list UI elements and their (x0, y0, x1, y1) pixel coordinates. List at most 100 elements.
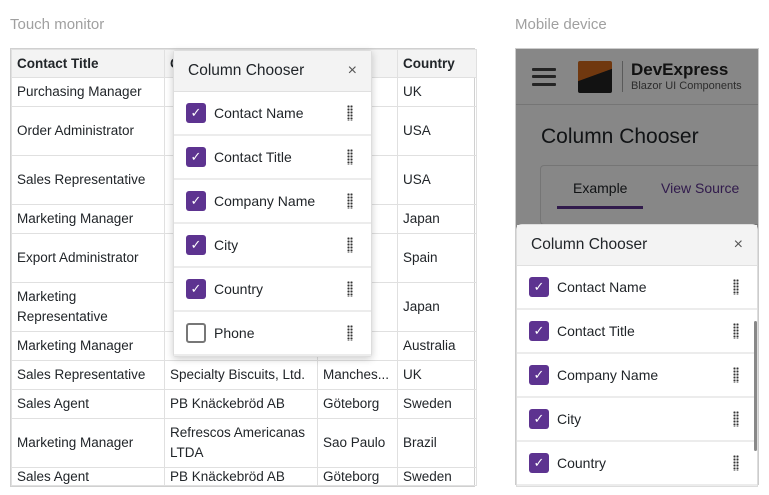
close-icon[interactable]: × (733, 236, 743, 253)
table-cell: Brazil (397, 418, 477, 468)
checkbox[interactable]: ✓ (186, 235, 206, 255)
hamburger-icon[interactable] (532, 67, 556, 86)
checkbox[interactable]: ✓ (186, 147, 206, 167)
checkbox[interactable]: ✓ (186, 279, 206, 299)
chooser-item[interactable]: ✓ Contact Title (517, 310, 757, 354)
drag-handle-icon[interactable] (733, 411, 739, 427)
page-title: Column Chooser (541, 125, 699, 148)
chooser-item[interactable]: ✓ Contact Name (517, 266, 757, 310)
chooser-header: Column Chooser × (174, 51, 371, 92)
checkbox[interactable] (186, 323, 206, 343)
col-header-contact-title[interactable]: Contact Title (11, 49, 165, 78)
table-cell: Specialty Biscuits, Ltd. (164, 360, 318, 390)
table-row[interactable]: Sales Agent PB Knäckebröd AB Göteborg Swede… (11, 467, 477, 486)
chooser-item[interactable]: ✓ Contact Title (174, 136, 371, 180)
brand-name: DevExpress (631, 60, 729, 79)
touch-caption: Touch monitor (10, 16, 105, 33)
table-cell: Göteborg (317, 389, 398, 419)
chooser-item[interactable]: ✓ City (174, 224, 371, 268)
chooser-item[interactable]: ✓ Company Name (174, 180, 371, 224)
table-cell: USA (397, 106, 477, 156)
tab-view-source[interactable]: View Source (661, 180, 740, 196)
drag-handle-icon[interactable] (733, 279, 739, 295)
table-row[interactable]: Sales Agent PB Knäckebröd AB Göteborg Swede… (11, 389, 477, 419)
chooser-item[interactable]: ✓ Country (174, 268, 371, 312)
brand-sub: Blazor UI Components (631, 80, 742, 92)
table-cell: Sales Agent (11, 467, 165, 486)
table-cell: Marketing Manager (11, 204, 165, 234)
table-cell: Refrescos Americanas LTDA (164, 418, 318, 468)
chooser-title: Column Chooser (531, 236, 648, 253)
chooser-header: Column Chooser × (517, 225, 757, 266)
tab-example[interactable]: Example (557, 180, 644, 209)
mobile-column-chooser: Column Chooser × ✓ Contact Name ✓ Contact Tit… (516, 224, 758, 487)
chooser-title: Column Chooser (188, 62, 305, 79)
column-chooser-popup: Column Chooser × ✓ Contact Name ✓ Contact Tit… (173, 50, 372, 357)
checkbox[interactable]: ✓ (186, 191, 206, 211)
chooser-item-label: Phone (214, 325, 255, 341)
table-cell: Marketing Representative (11, 282, 165, 332)
table-cell: Manches... (317, 360, 398, 390)
chooser-item[interactable]: ✓ Contact Name (174, 92, 371, 136)
table-cell: Marketing Manager (11, 331, 165, 361)
drag-handle-icon[interactable] (733, 455, 739, 471)
checkbox[interactable]: ✓ (529, 409, 549, 429)
table-cell: PB Knäckebröd AB (164, 389, 318, 419)
table-cell: Japan (397, 282, 477, 332)
chooser-item-label: Contact Name (214, 105, 304, 121)
table-cell: Sales Representative (11, 360, 165, 390)
table-row[interactable]: Sales Representative Specialty Biscuits, … (11, 360, 477, 390)
chooser-item-label: City (557, 411, 582, 427)
drag-handle-icon[interactable] (733, 323, 739, 339)
table-cell: Sales Representative (11, 155, 165, 205)
chooser-item[interactable]: ✓ Country (517, 442, 757, 486)
table-cell: Sao Paulo (317, 418, 398, 468)
brand: DevExpress Blazor UI Components (622, 61, 742, 92)
table-cell: Order Administrator (11, 106, 165, 156)
table-cell: Australia (397, 331, 477, 361)
chooser-item-label: Contact Title (557, 323, 635, 339)
table-cell: Japan (397, 204, 477, 234)
mobile-header: DevExpress Blazor UI Components (516, 49, 758, 105)
devexpress-logo (578, 60, 612, 93)
table-cell: Export Administrator (11, 233, 165, 283)
table-cell: Spain (397, 233, 477, 283)
col-header-country[interactable]: Country (397, 49, 477, 78)
chooser-item[interactable]: Phone (174, 312, 371, 356)
checkbox[interactable]: ✓ (186, 103, 206, 123)
table-cell: USA (397, 155, 477, 205)
drag-handle-icon[interactable] (347, 325, 353, 341)
drag-handle-icon[interactable] (347, 281, 353, 297)
chooser-item[interactable]: ✓ Company Name (517, 354, 757, 398)
drag-handle-icon[interactable] (347, 149, 353, 165)
checkbox[interactable]: ✓ (529, 453, 549, 473)
drag-handle-icon[interactable] (347, 237, 353, 253)
table-cell: Marketing Manager (11, 418, 165, 468)
table-cell: Sales Agent (11, 389, 165, 419)
drag-handle-icon[interactable] (347, 105, 353, 121)
table-cell: UK (397, 360, 477, 390)
mobile-frame: DevExpress Blazor UI Components Column Ch… (515, 48, 759, 487)
checkbox[interactable]: ✓ (529, 365, 549, 385)
chooser-item-label: Contact Title (214, 149, 292, 165)
chooser-item-label: Company Name (557, 367, 659, 383)
drag-handle-icon[interactable] (347, 193, 353, 209)
chooser-item[interactable]: ✓ City (517, 398, 757, 442)
table-cell: UK (397, 77, 477, 107)
drag-handle-icon[interactable] (733, 367, 739, 383)
close-icon[interactable]: × (347, 62, 357, 79)
chooser-item-label: Country (214, 281, 264, 297)
table-cell: Purchasing Manager (11, 77, 165, 107)
scrollbar[interactable] (754, 321, 757, 451)
checkbox[interactable]: ✓ (529, 321, 549, 341)
chooser-item-label: City (214, 237, 239, 253)
chooser-item-label: Country (557, 455, 607, 471)
table-cell: Sweden (397, 467, 477, 486)
chooser-item-label: Contact Name (557, 279, 647, 295)
table-cell: Sweden (397, 389, 477, 419)
table-cell: Göteborg (317, 467, 398, 486)
table-row[interactable]: Marketing Manager Refrescos Americanas LT… (11, 418, 477, 468)
table-cell: PB Knäckebröd AB (164, 467, 318, 486)
mobile-caption: Mobile device (515, 16, 607, 33)
checkbox[interactable]: ✓ (529, 277, 549, 297)
